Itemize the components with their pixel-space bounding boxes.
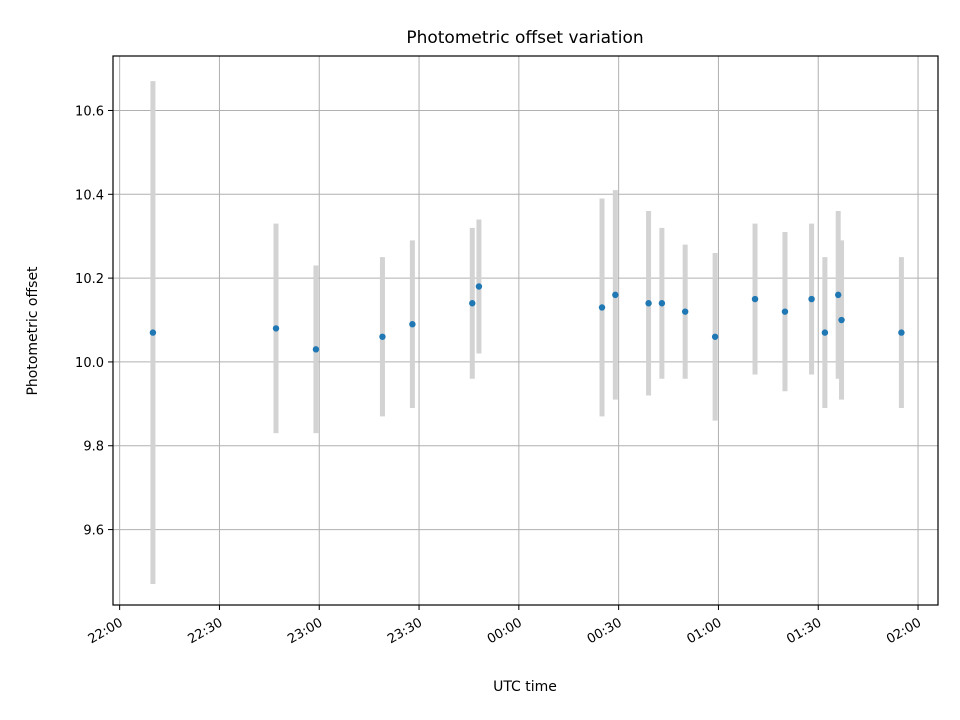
x-tick-label: 00:00 [485, 615, 525, 647]
data-point [681, 308, 689, 315]
y-tick-label: 10.6 [75, 104, 104, 119]
y-tick-label: 9.8 [83, 440, 104, 455]
y-tick-label: 10.2 [75, 272, 104, 287]
y-tick-label: 10.0 [75, 356, 104, 371]
chart-title: Photometric offset variation [406, 28, 643, 48]
data-point [149, 329, 157, 336]
data-point [835, 291, 842, 299]
y-tick-label: 9.6 [83, 524, 104, 539]
data-point [598, 304, 606, 311]
data-point [711, 333, 719, 340]
data-point [272, 325, 280, 332]
data-point [379, 333, 386, 340]
data-point [645, 300, 652, 307]
tick-layer: 22:00 22:30 23:00 23:30 00:00 00:30 01:00 01:30… [75, 104, 924, 647]
y-axis-label: Photometric offset [25, 266, 41, 396]
x-tick-label: 22:00 [86, 615, 126, 647]
data-point [409, 321, 416, 328]
data-point [658, 300, 666, 307]
data-point [612, 291, 619, 299]
x-axis-label: UTC time [493, 679, 557, 695]
grid-layer [113, 56, 938, 605]
data-point [312, 346, 320, 353]
data-point [898, 329, 905, 336]
plot-frame [112, 55, 939, 606]
data-layer [149, 81, 905, 585]
x-tick-label: 01:00 [684, 615, 724, 647]
data-point [838, 316, 845, 324]
x-tick-label: 01:30 [784, 615, 824, 647]
data-point [808, 295, 815, 303]
data-point [821, 329, 829, 336]
x-tick-label: 00:30 [585, 615, 625, 647]
x-tick-label: 23:00 [285, 615, 325, 647]
data-point [475, 283, 483, 290]
y-tick-label: 10.4 [75, 188, 104, 203]
x-tick-label: 22:30 [186, 615, 226, 647]
x-tick-label: 02:00 [884, 615, 924, 647]
data-point [781, 308, 789, 315]
x-tick-label: 23:30 [385, 615, 425, 647]
data-point [751, 295, 759, 303]
data-point [469, 300, 476, 307]
